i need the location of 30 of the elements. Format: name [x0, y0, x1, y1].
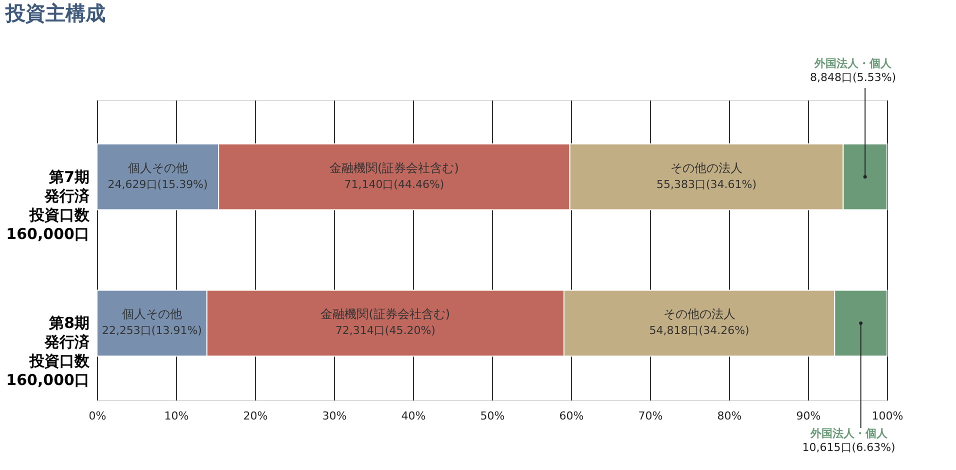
y-tick-label: 第7期発行済投資口数160,000口 — [6, 168, 90, 243]
y-tick-label: 第8期発行済投資口数160,000口 — [6, 314, 90, 390]
chart-title: 投資主構成 — [4, 1, 106, 25]
series-label: その他の法人 — [663, 307, 736, 322]
x-tick-label: 20% — [243, 410, 268, 422]
data-label: 72,314口(45.20%) — [335, 324, 436, 338]
text: 個人その他 — [128, 160, 188, 175]
series-label: 個人その他 — [122, 307, 182, 322]
x-tick-label: 70% — [638, 410, 663, 422]
x-tick-label: 90% — [796, 410, 821, 422]
x-tick-label: 40% — [401, 410, 426, 422]
data-label: 24,629口(15.39%) — [108, 178, 208, 191]
series-label: 金融機関(証券会社含む) — [320, 307, 450, 322]
data-label: 10,615口(6.63%) — [802, 441, 896, 454]
data-label: 8,848口(5.53%) — [810, 71, 896, 84]
text: 外国法人・個人 — [814, 57, 892, 70]
x-tick-label: 10% — [164, 410, 189, 422]
data-label: 55,383口(34.61%) — [656, 178, 757, 191]
x-tick-label: 30% — [322, 410, 347, 422]
x-tick-label: 100% — [872, 410, 904, 422]
data-label: 22,253口(13.91%) — [102, 324, 202, 338]
text: 金融機関(証券会社含む) — [330, 160, 459, 175]
x-tick-label: 80% — [717, 410, 742, 422]
data-label: 54,818口(34.26%) — [649, 324, 750, 338]
data-label: 71,140口(44.46%) — [344, 178, 444, 191]
x-tick-label: 50% — [480, 410, 505, 422]
text: 外国法人・個人 — [809, 427, 888, 440]
x-tick-label: 0% — [88, 410, 106, 422]
text: その他の法人 — [670, 160, 743, 175]
x-tick-label: 60% — [559, 410, 584, 422]
